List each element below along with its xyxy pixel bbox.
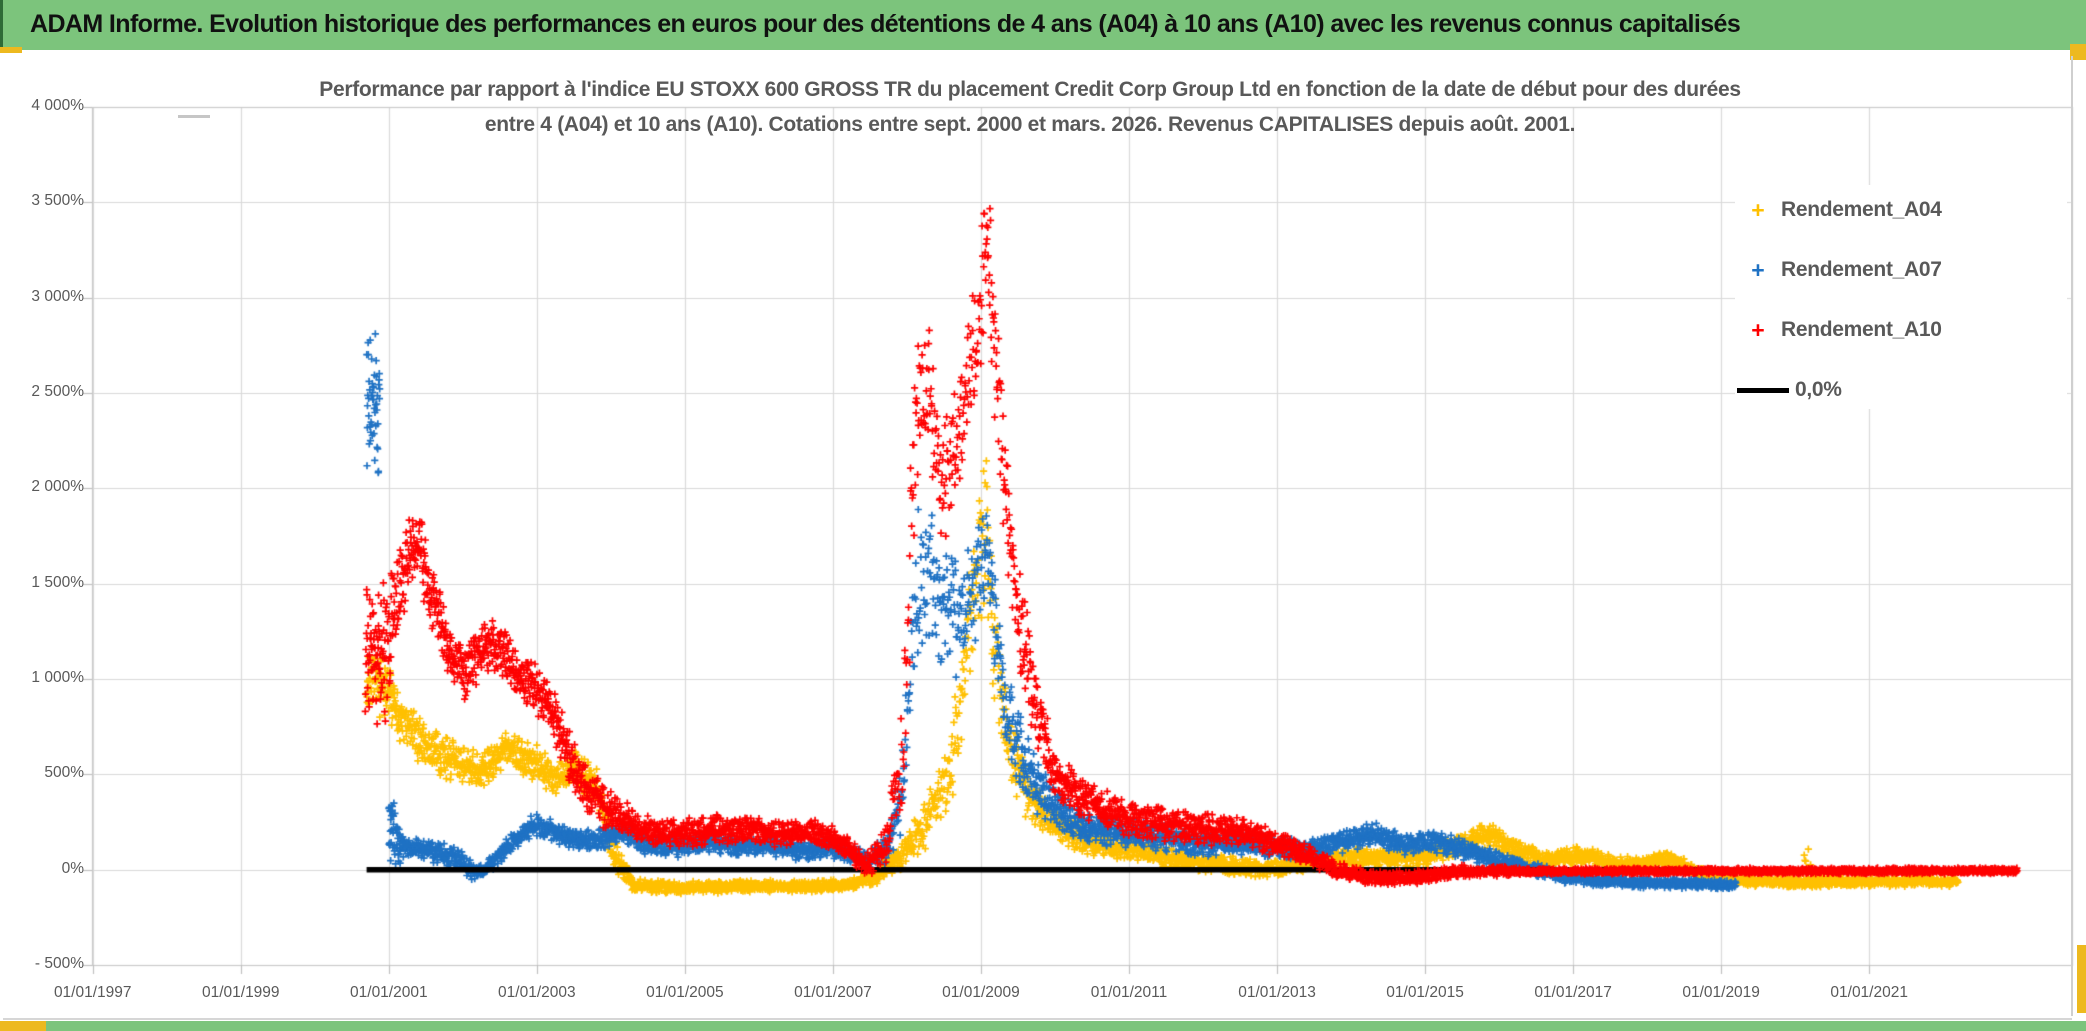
y-axis-tick-label: 2 500% bbox=[31, 383, 84, 400]
y-axis-tick-label: 0% bbox=[61, 859, 84, 877]
legend-item-zero-line[interactable]: 0,0% bbox=[1735, 373, 2067, 407]
chart-title-line-2: entre 4 (A04) et 10 ans (A10). Cotations… bbox=[484, 113, 1576, 136]
x-axis-tick-label: 01/01/2005 bbox=[646, 984, 724, 1001]
chart-title: Performance par rapport à l'indice EU ST… bbox=[180, 72, 1880, 142]
gold-accent-bottom-left bbox=[0, 1021, 46, 1031]
legend-item-rendement-a04[interactable]: + Rendement_A04 bbox=[1735, 193, 2067, 227]
x-axis-tick-label: 01/01/2003 bbox=[498, 984, 576, 1001]
x-axis-tick-label: 01/01/2019 bbox=[1682, 984, 1760, 1001]
x-axis-tick-label: 01/01/1997 bbox=[53, 984, 132, 1001]
legend-label: 0,0% bbox=[1795, 378, 1842, 401]
y-axis-tick-label: 2 000% bbox=[31, 478, 84, 496]
x-axis-tick-label: 01/01/2015 bbox=[1386, 984, 1464, 1001]
plus-marker-icon: + bbox=[1751, 317, 1765, 343]
x-axis-tick-label: 01/01/2009 bbox=[942, 984, 1020, 1001]
chart-area-bottom-border bbox=[3, 1018, 2072, 1020]
y-axis-tick-label: 3 000% bbox=[31, 287, 84, 305]
x-axis-tick-label: 01/01/2011 bbox=[1090, 984, 1168, 1001]
legend-label: Rendement_A10 bbox=[1781, 318, 1942, 341]
chart-title-line-1: Performance par rapport à l'indice EU ST… bbox=[319, 78, 1741, 101]
x-axis-tick-label: 01/01/2007 bbox=[794, 984, 872, 1001]
y-axis-tick-label: 1 000% bbox=[31, 669, 84, 686]
x-axis-tick-label: 01/01/2013 bbox=[1238, 984, 1316, 1001]
y-axis-tick-label: 500% bbox=[44, 764, 84, 782]
legend-label: Rendement_A04 bbox=[1781, 198, 1942, 221]
chart-legend[interactable]: + Rendement_A04 + Rendement_A07 + Rendem… bbox=[1735, 185, 2067, 409]
title-dash-decoration bbox=[178, 115, 210, 118]
plus-marker-icon: + bbox=[1751, 257, 1765, 283]
plus-marker-icon: + bbox=[1751, 197, 1765, 223]
x-axis-tick-label: 01/01/1999 bbox=[201, 984, 280, 1001]
chart-area-right-border bbox=[2071, 56, 2073, 1016]
x-axis-tick-label: 01/01/2021 bbox=[1830, 984, 1908, 1001]
legend-label: Rendement_A07 bbox=[1781, 258, 1942, 281]
x-axis-tick-label: 01/01/2017 bbox=[1534, 984, 1612, 1001]
legend-item-rendement-a07[interactable]: + Rendement_A07 bbox=[1735, 253, 2067, 287]
y-axis-tick-label: 4 000% bbox=[31, 97, 84, 114]
zero-line-swatch-icon bbox=[1737, 387, 1789, 393]
legend-item-rendement-a10[interactable]: + Rendement_A10 bbox=[1735, 313, 2067, 347]
y-axis-tick-label: - 500% bbox=[34, 955, 84, 972]
bottom-green-strip bbox=[0, 1021, 2086, 1031]
y-axis-tick-label: 3 500% bbox=[31, 192, 84, 210]
y-axis-tick-label: 1 500% bbox=[31, 573, 84, 591]
x-axis-tick-label: 01/01/2001 bbox=[350, 984, 428, 1001]
